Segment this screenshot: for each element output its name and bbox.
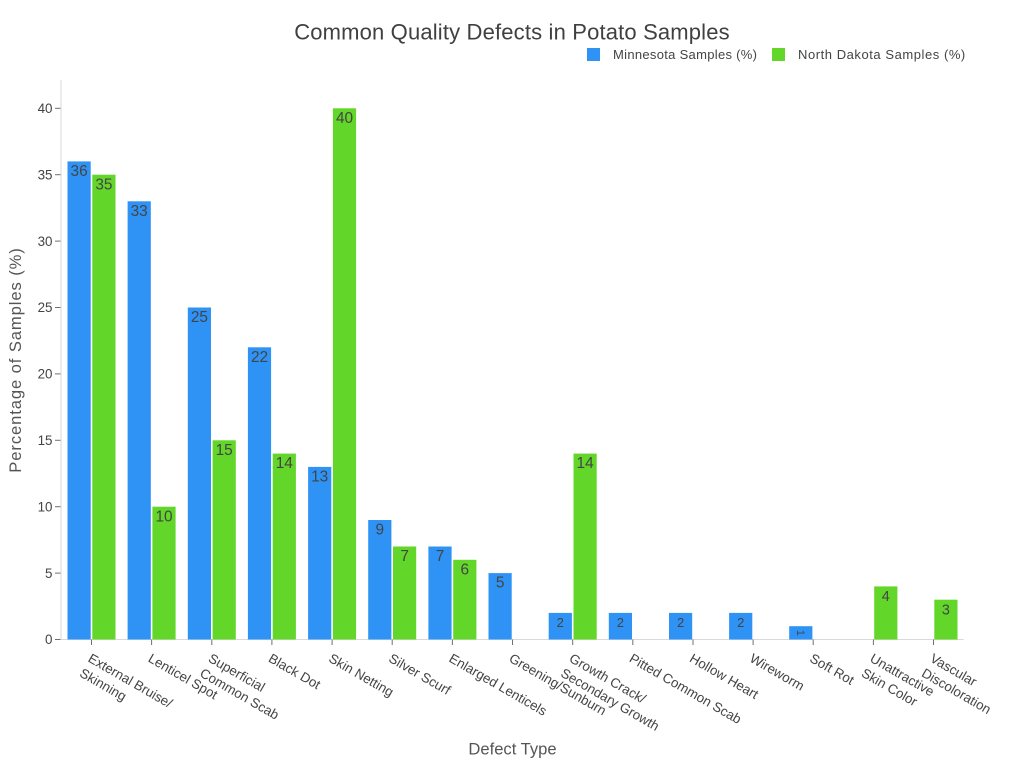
svg-text:25: 25 xyxy=(38,300,53,315)
svg-text:30: 30 xyxy=(38,234,53,249)
svg-text:15: 15 xyxy=(216,442,233,459)
svg-text:5: 5 xyxy=(45,566,52,581)
svg-text:22: 22 xyxy=(251,349,268,366)
svg-text:9: 9 xyxy=(376,522,385,539)
svg-text:4: 4 xyxy=(882,589,890,605)
svg-text:10: 10 xyxy=(38,499,53,514)
svg-text:40: 40 xyxy=(336,110,353,127)
svg-text:6: 6 xyxy=(461,561,470,578)
svg-text:2: 2 xyxy=(677,615,684,630)
svg-text:5: 5 xyxy=(496,575,505,592)
svg-text:25: 25 xyxy=(191,309,208,326)
svg-text:20: 20 xyxy=(38,367,53,382)
svg-text:North Dakota Samples (%): North Dakota Samples (%) xyxy=(798,47,966,62)
svg-text:Common Quality Defects in Pota: Common Quality Defects in Potato Samples xyxy=(294,20,730,45)
svg-text:Percentage of Samples (%): Percentage of Samples (%) xyxy=(6,247,25,472)
svg-text:40: 40 xyxy=(38,101,53,116)
svg-text:2: 2 xyxy=(557,615,564,630)
svg-text:36: 36 xyxy=(71,163,88,180)
svg-text:3: 3 xyxy=(942,602,950,618)
svg-text:7: 7 xyxy=(436,548,445,565)
svg-text:0: 0 xyxy=(45,632,52,647)
svg-text:1: 1 xyxy=(794,630,806,636)
svg-text:Minnesota Samples (%): Minnesota Samples (%) xyxy=(613,47,757,62)
svg-text:13: 13 xyxy=(311,469,328,486)
svg-text:2: 2 xyxy=(617,615,624,630)
svg-text:2: 2 xyxy=(737,615,744,630)
svg-text:35: 35 xyxy=(38,167,53,182)
svg-text:15: 15 xyxy=(38,433,53,448)
svg-text:7: 7 xyxy=(400,548,409,565)
svg-text:Defect Type: Defect Type xyxy=(468,740,556,759)
svg-text:14: 14 xyxy=(276,455,294,472)
svg-text:14: 14 xyxy=(577,455,595,472)
svg-text:33: 33 xyxy=(131,203,148,220)
svg-text:35: 35 xyxy=(95,176,112,193)
svg-text:10: 10 xyxy=(155,508,172,525)
